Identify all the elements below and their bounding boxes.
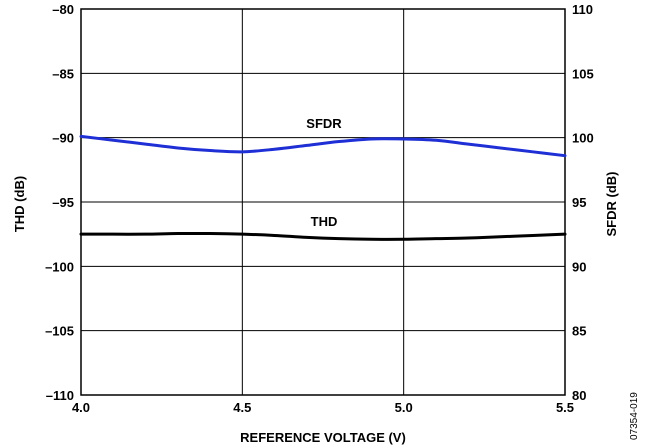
x-tick-label: 5.5 (556, 400, 574, 415)
y-left-axis-ticks: –80 –85 –90 –95 –100 –105 –110 (45, 2, 74, 403)
x-axis-ticks: 4.0 4.5 5.0 5.5 (72, 400, 574, 415)
y-left-axis-title: THD (dB) (12, 176, 27, 232)
x-axis-title: REFERENCE VOLTAGE (V) (240, 430, 406, 445)
y-left-tick-label: –80 (52, 2, 74, 17)
series-label-thd: THD (311, 214, 338, 229)
y-right-axis-title: SFDR (dB) (604, 172, 619, 237)
y-right-tick-label: 105 (572, 66, 594, 81)
y-left-tick-label: –100 (45, 259, 74, 274)
series-lines (79, 134, 567, 241)
series-line-thd (79, 231, 567, 241)
y-right-tick-label: 110 (572, 2, 593, 17)
y-left-tick-label: –90 (52, 131, 74, 146)
y-right-tick-label: 80 (572, 388, 586, 403)
y-right-tick-label: 100 (572, 131, 594, 146)
x-tick-label: 5.0 (395, 400, 413, 415)
y-left-tick-label: –85 (52, 66, 74, 81)
series-labels: SFDR THD (306, 116, 342, 229)
grid (81, 9, 565, 395)
y-right-tick-label: 85 (572, 324, 586, 339)
x-tick-label: 4.5 (233, 400, 251, 415)
y-left-tick-label: –110 (46, 388, 74, 403)
y-right-tick-label: 95 (572, 195, 586, 210)
plot-frame (80, 8, 566, 396)
y-left-tick-label: –95 (52, 195, 74, 210)
series-line-sfdr (79, 134, 567, 158)
figure-id: 07354-019 (629, 392, 640, 440)
y-right-axis-ticks: 110 105 100 95 90 85 80 (572, 2, 594, 403)
x-tick-label: 4.0 (72, 400, 90, 415)
y-left-tick-label: –105 (45, 324, 74, 339)
series-label-sfdr: SFDR (306, 116, 342, 131)
y-right-tick-label: 90 (572, 259, 586, 274)
